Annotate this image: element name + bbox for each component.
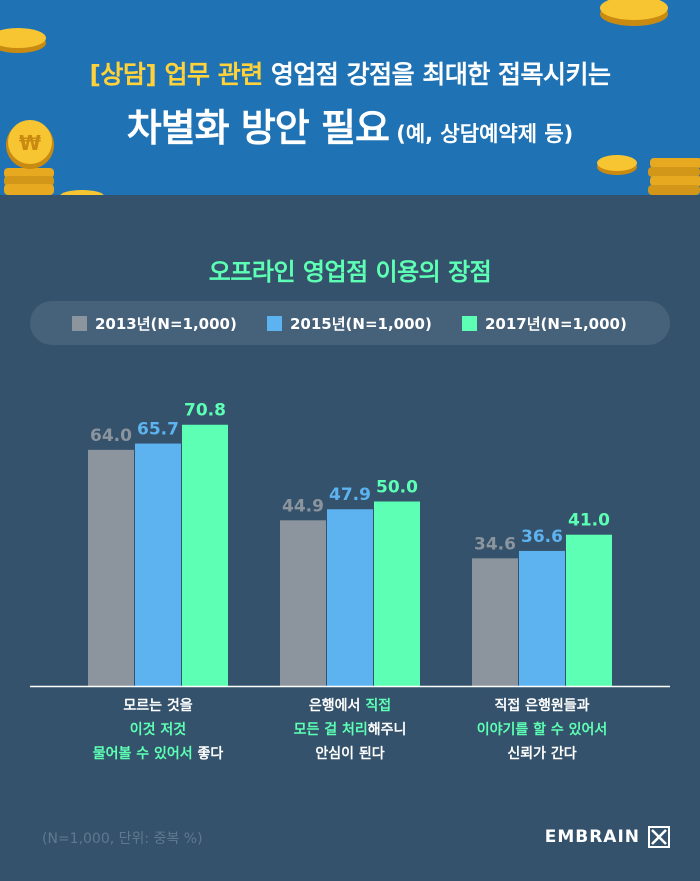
legend-label-2015: 2015년(N=1,000)	[290, 314, 432, 333]
category-label-line: 이야기를 할 수 있어서	[442, 718, 642, 742]
bar-2013-cat3	[472, 558, 518, 686]
data-label-2015-cat3: 36.6	[521, 527, 563, 547]
category-label-segment: 모든 걸 처리	[293, 722, 368, 738]
bar-2013-cat1	[88, 449, 134, 686]
category-label-segment: 직접	[365, 698, 392, 714]
legend: 2013년(N=1,000) 2015년(N=1,000) 2017년(N=1,…	[30, 301, 670, 345]
category-label-line: 모든 걸 처리해주니	[250, 718, 450, 742]
coin-stack-icon-right	[648, 158, 700, 195]
data-label-2015-cat1: 65.7	[137, 420, 179, 440]
data-label-2017-cat3: 41.0	[568, 511, 610, 531]
data-label-2013-cat2: 44.9	[282, 496, 324, 516]
coin-icon-right	[597, 155, 637, 175]
category-label-segment: 해주니	[367, 722, 407, 738]
category-label-segment: 좋다	[192, 746, 224, 762]
legend-label-2013: 2013년(N=1,000)	[95, 314, 237, 333]
category-label-segment: 이것 저것	[129, 722, 187, 738]
legend-swatch-2017	[462, 315, 477, 331]
bar-2017-cat2	[374, 501, 420, 686]
coin-icon-mid-left	[60, 190, 104, 195]
category-label-line: 이것 저것	[58, 718, 258, 742]
headline-example: (예, 상담예약제 등)	[388, 122, 574, 146]
coin-decorations: ₩	[0, 0, 700, 195]
legend-item-2017: 2017년(N=1,000)	[462, 313, 627, 333]
headline-accent: [상담] 업무 관련	[89, 60, 263, 89]
bar-2015-cat2	[327, 509, 373, 686]
chart-title: 오프라인 영업점 이용의 장점	[208, 258, 492, 286]
coin-stack-icon-left: ₩	[4, 120, 54, 195]
svg-text:₩: ₩	[19, 131, 41, 155]
category-label-line: 은행에서 직접	[250, 694, 450, 718]
legend-item-2013: 2013년(N=1,000)	[72, 313, 237, 333]
bar-2017-cat1	[182, 424, 228, 686]
header-banner: ₩ [상담] 업무 관련 영업점 강점을 최대한 접목시키는 차별화 방안 필요…	[0, 0, 700, 195]
category-label-segment: 이야기를 할 수 있어서	[476, 722, 608, 738]
headline-line1: [상담] 업무 관련 영업점 강점을 최대한 접목시키는	[0, 55, 700, 91]
data-label-2013-cat3: 34.6	[474, 534, 516, 554]
category-label-segment: 은행에서	[308, 698, 366, 714]
bar-2015-cat3	[519, 550, 565, 686]
headline-line2: 차별화 방안 필요 (예, 상담예약제 등)	[0, 97, 700, 152]
legend-item-2015: 2015년(N=1,000)	[267, 313, 432, 333]
footnote: (N=1,000, 단위: 중복 %)	[42, 831, 203, 847]
legend-swatch-2015	[267, 315, 282, 331]
legend-label-2017: 2017년(N=1,000)	[485, 314, 627, 333]
coin-icon-top-left	[0, 28, 46, 53]
headline-rest: 영업점 강점을 최대한 접목시키는	[262, 60, 611, 89]
brand-name: EMBRAIN	[544, 827, 640, 847]
category-label-segment: 신뢰가 간다	[507, 746, 577, 762]
category-label-segment: 안심이 된다	[315, 746, 385, 762]
category-label-segment: 직접 은행원들과	[494, 698, 590, 714]
bar-2013-cat2	[280, 520, 326, 686]
headline-main: 차별화 방안 필요	[126, 106, 390, 150]
category-label-line: 직접 은행원들과	[442, 694, 642, 718]
legend-swatch-2013	[72, 315, 87, 331]
data-label-2017-cat2: 50.0	[376, 478, 418, 498]
category-label-line: 신뢰가 간다	[442, 742, 642, 766]
category-label-2: 은행에서 직접 모든 걸 처리해주니 안심이 된다	[250, 694, 450, 766]
brand-logo: EMBRAIN	[545, 826, 670, 848]
bar-2017-cat3	[566, 534, 612, 686]
category-label-segment: 모르는 것을	[123, 698, 193, 714]
category-label-line: 물어볼 수 있어서 좋다	[58, 742, 258, 766]
data-label-2013-cat1: 64.0	[90, 426, 132, 446]
data-label-2017-cat1: 70.8	[184, 401, 226, 421]
coin-icon-top-right	[600, 0, 668, 26]
data-label-2015-cat2: 47.9	[329, 485, 371, 505]
brand-mark-icon	[648, 826, 670, 848]
bar-chart: 64.0 44.9 34.6 65.7 47.9 36.6 70.8 50.0 41.0	[30, 401, 670, 688]
bar-2015-cat1	[135, 443, 181, 686]
category-label-segment: 물어볼 수 있어서	[92, 746, 193, 762]
category-label-line: 안심이 된다	[250, 742, 450, 766]
category-label-line: 모르는 것을	[58, 694, 258, 718]
